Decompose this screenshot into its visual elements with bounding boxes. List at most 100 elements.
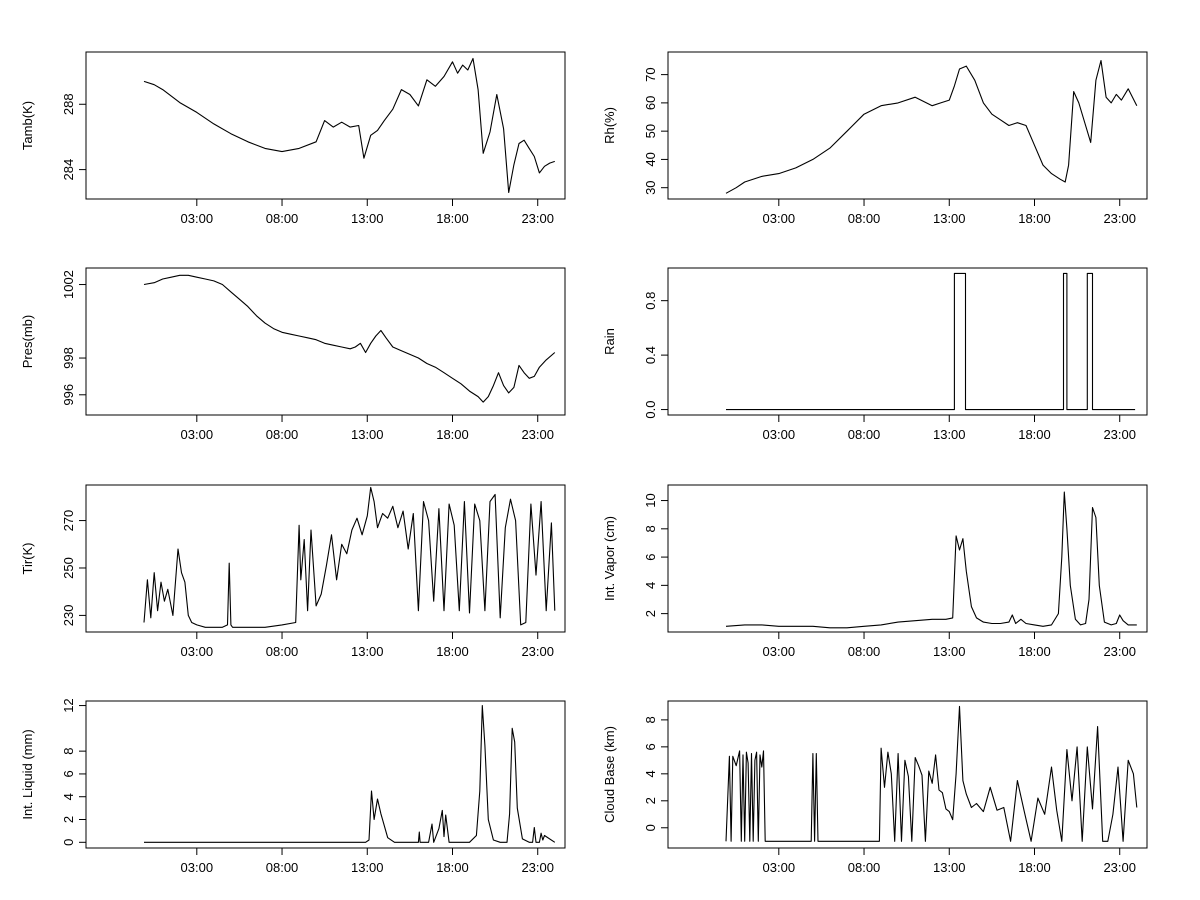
x-tick-label: 13:00 — [351, 211, 384, 226]
y-tick-label: 2 — [61, 816, 76, 823]
x-tick-label: 03:00 — [181, 860, 214, 875]
series-line — [726, 272, 1136, 411]
panel-0: 03:00 08:00 13:00 18:00 23:00 284 288 Tamb(K) — [20, 51, 566, 226]
y-tick-label: 6 — [643, 743, 658, 750]
x-tick-label: 13:00 — [351, 644, 384, 659]
y-tick-label: 6 — [643, 553, 658, 560]
plot-frame — [667, 267, 1148, 416]
series-line — [143, 57, 555, 194]
y-tick-label: 230 — [61, 605, 76, 627]
series-line — [144, 705, 556, 843]
y-tick-label: 10 — [643, 493, 658, 507]
x-tick-label: 03:00 — [763, 427, 796, 442]
y-axis-label: Int. Liquid (mm) — [20, 729, 35, 819]
plot-frame — [85, 267, 566, 416]
series-line — [143, 274, 556, 403]
x-tick-label: 18:00 — [1018, 860, 1051, 875]
panel-5: 03:00 08:00 13:00 18:00 23:00 2 4 6 8 10 Int. Vapo… — [602, 484, 1148, 659]
x-tick-label: 13:00 — [933, 211, 966, 226]
x-tick-label: 23:00 — [1103, 644, 1136, 659]
y-tick-label: 4 — [61, 793, 76, 800]
x-tick-label: 08:00 — [848, 211, 881, 226]
y-tick-label: 40 — [643, 152, 658, 166]
x-tick-label: 03:00 — [763, 860, 796, 875]
y-axis-label: Tamb(K) — [20, 101, 35, 150]
y-tick-label: 0.4 — [643, 346, 658, 364]
x-tick-label: 18:00 — [436, 860, 469, 875]
panel-3: 03:00 08:00 13:00 18:00 23:00 0.0 0.4 0.8 Rain — [602, 267, 1148, 442]
y-tick-label: 998 — [61, 347, 76, 369]
panel-6: 03:00 08:00 13:00 18:00 23:00 0 2 4 6 8 12 Int. Liq… — [20, 698, 566, 875]
x-tick-label: 03:00 — [181, 427, 214, 442]
y-tick-label: 30 — [643, 180, 658, 194]
y-tick-label: 0.0 — [643, 401, 658, 419]
y-tick-label: 2 — [643, 610, 658, 617]
panel-2: 03:00 08:00 13:00 18:00 23:00 996 998 1002 Pres(… — [20, 267, 566, 442]
x-tick-label: 18:00 — [1018, 211, 1051, 226]
x-tick-label: 18:00 — [436, 644, 469, 659]
y-tick-label: 4 — [643, 770, 658, 777]
x-tick-label: 18:00 — [436, 211, 469, 226]
y-tick-label: 60 — [643, 96, 658, 110]
y-tick-label: 996 — [61, 384, 76, 406]
x-tick-label: 23:00 — [1103, 211, 1136, 226]
panel-1: 03:00 08:00 13:00 18:00 23:00 30 40 50 60 70 Rh(%) — [602, 51, 1148, 226]
x-tick-label: 03:00 — [181, 211, 214, 226]
x-tick-label: 08:00 — [848, 860, 881, 875]
y-tick-label: 12 — [61, 698, 76, 712]
panel-4: 03:00 08:00 13:00 18:00 23:00 230 250 270 Tir(K) — [20, 484, 566, 659]
y-axis-label: Rain — [602, 328, 617, 355]
plot-frame — [85, 700, 566, 849]
series-line — [143, 486, 556, 628]
y-axis-label: Tir(K) — [20, 542, 35, 574]
x-tick-label: 18:00 — [1018, 427, 1051, 442]
x-tick-label: 23:00 — [1103, 427, 1136, 442]
y-tick-label: 250 — [61, 557, 76, 579]
y-tick-label: 270 — [61, 510, 76, 532]
x-tick-label: 08:00 — [266, 860, 299, 875]
y-tick-label: 2 — [643, 797, 658, 804]
x-tick-label: 03:00 — [763, 644, 796, 659]
x-tick-label: 18:00 — [436, 427, 469, 442]
y-axis-label: Rh(%) — [602, 107, 617, 144]
x-tick-label: 08:00 — [848, 427, 881, 442]
y-axis-label: Cloud Base (km) — [602, 726, 617, 823]
y-axis-label: Pres(mb) — [20, 315, 35, 368]
x-tick-label: 03:00 — [763, 211, 796, 226]
plot-frame — [667, 484, 1148, 633]
y-tick-label: 8 — [61, 748, 76, 755]
x-tick-label: 13:00 — [933, 427, 966, 442]
y-tick-label: 70 — [643, 67, 658, 81]
y-tick-label: 8 — [643, 525, 658, 532]
x-tick-label: 23:00 — [521, 860, 554, 875]
x-tick-label: 23:00 — [1103, 860, 1136, 875]
y-tick-label: 4 — [643, 582, 658, 589]
series-line — [725, 491, 1137, 629]
x-tick-label: 13:00 — [351, 427, 384, 442]
panel-7: 03:00 08:00 13:00 18:00 23:00 0 2 4 6 8 Cloud Base… — [602, 700, 1148, 875]
plot-frame — [85, 484, 566, 633]
y-tick-label: 288 — [61, 93, 76, 115]
y-tick-label: 6 — [61, 770, 76, 777]
y-tick-label: 50 — [643, 124, 658, 138]
y-tick-label: 0 — [643, 824, 658, 831]
x-tick-label: 03:00 — [181, 644, 214, 659]
x-tick-label: 23:00 — [521, 427, 554, 442]
x-tick-label: 13:00 — [933, 644, 966, 659]
x-tick-label: 13:00 — [351, 860, 384, 875]
y-tick-label: 8 — [643, 716, 658, 723]
x-tick-label: 23:00 — [521, 644, 554, 659]
y-tick-label: 1002 — [61, 270, 76, 299]
x-tick-label: 08:00 — [848, 644, 881, 659]
plot-frame — [667, 700, 1148, 849]
x-tick-label: 08:00 — [266, 211, 299, 226]
plot-frame — [85, 51, 566, 200]
x-tick-label: 18:00 — [1018, 644, 1051, 659]
y-tick-label: 0.8 — [643, 292, 658, 310]
x-tick-label: 08:00 — [266, 427, 299, 442]
y-axis-label: Int. Vapor (cm) — [602, 516, 617, 601]
y-tick-label: 0 — [61, 839, 76, 846]
series-line — [725, 705, 1138, 842]
x-tick-label: 23:00 — [521, 211, 554, 226]
x-tick-label: 08:00 — [266, 644, 299, 659]
